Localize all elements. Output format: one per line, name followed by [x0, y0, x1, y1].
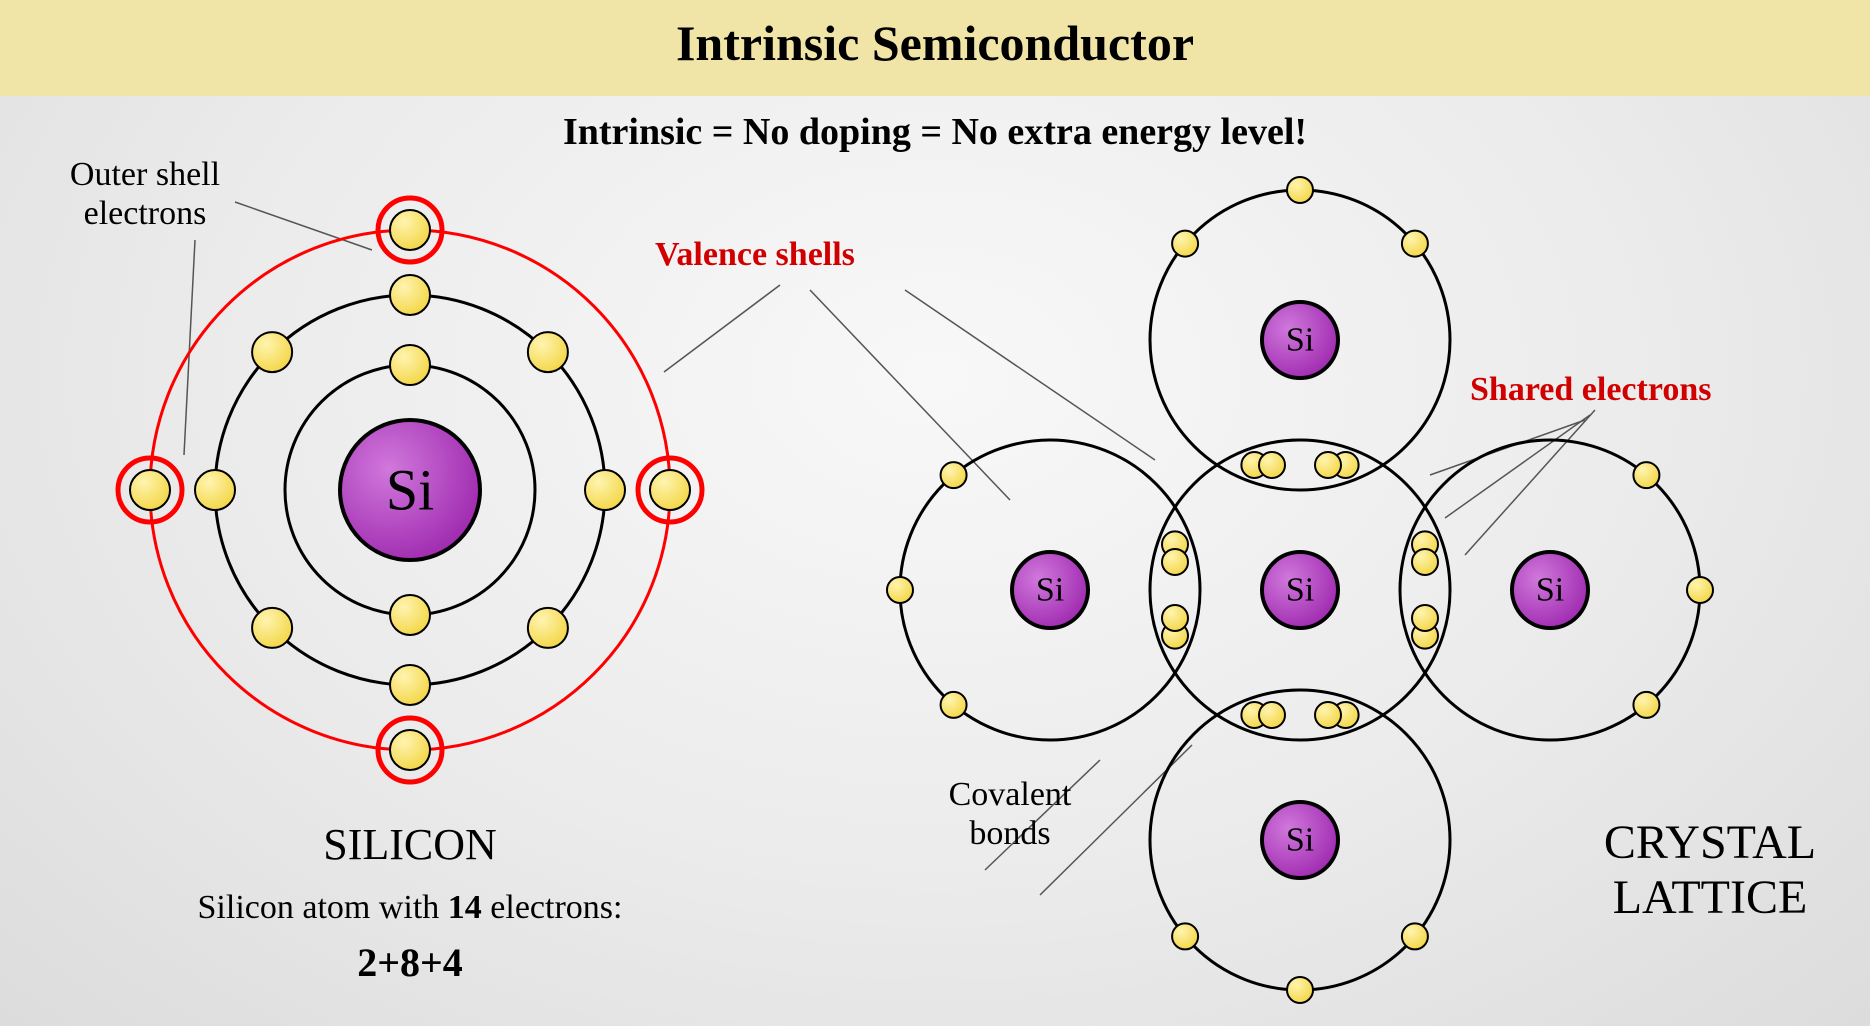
label-silicon_title: SILICON: [260, 820, 560, 871]
svg-text:Si: Si: [1536, 572, 1564, 609]
svg-text:Si: Si: [1286, 572, 1314, 609]
svg-text:Si: Si: [1036, 572, 1064, 609]
label-crystal: CRYSTAL LATTICE: [1560, 815, 1860, 925]
svg-text:Si: Si: [1286, 322, 1314, 359]
svg-text:Si: Si: [1286, 822, 1314, 859]
label-silicon_line2: 2+8+4: [310, 940, 510, 986]
label-outer_shell: Outer shell electrons: [30, 155, 260, 233]
label-covalent: Covalent bonds: [910, 775, 1110, 853]
label-silicon_line1: Silicon atom with 14 electrons:: [130, 888, 690, 927]
label-valence: Valence shells: [655, 235, 855, 274]
svg-text:Si: Si: [386, 458, 434, 523]
silicon-atom-diagram: Si: [118, 198, 702, 782]
label-shared: Shared electrons: [1470, 370, 1711, 409]
